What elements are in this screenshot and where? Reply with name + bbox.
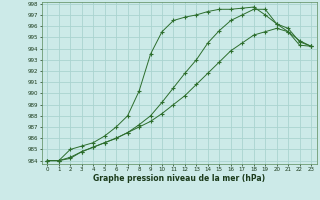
X-axis label: Graphe pression niveau de la mer (hPa): Graphe pression niveau de la mer (hPa): [93, 174, 265, 183]
